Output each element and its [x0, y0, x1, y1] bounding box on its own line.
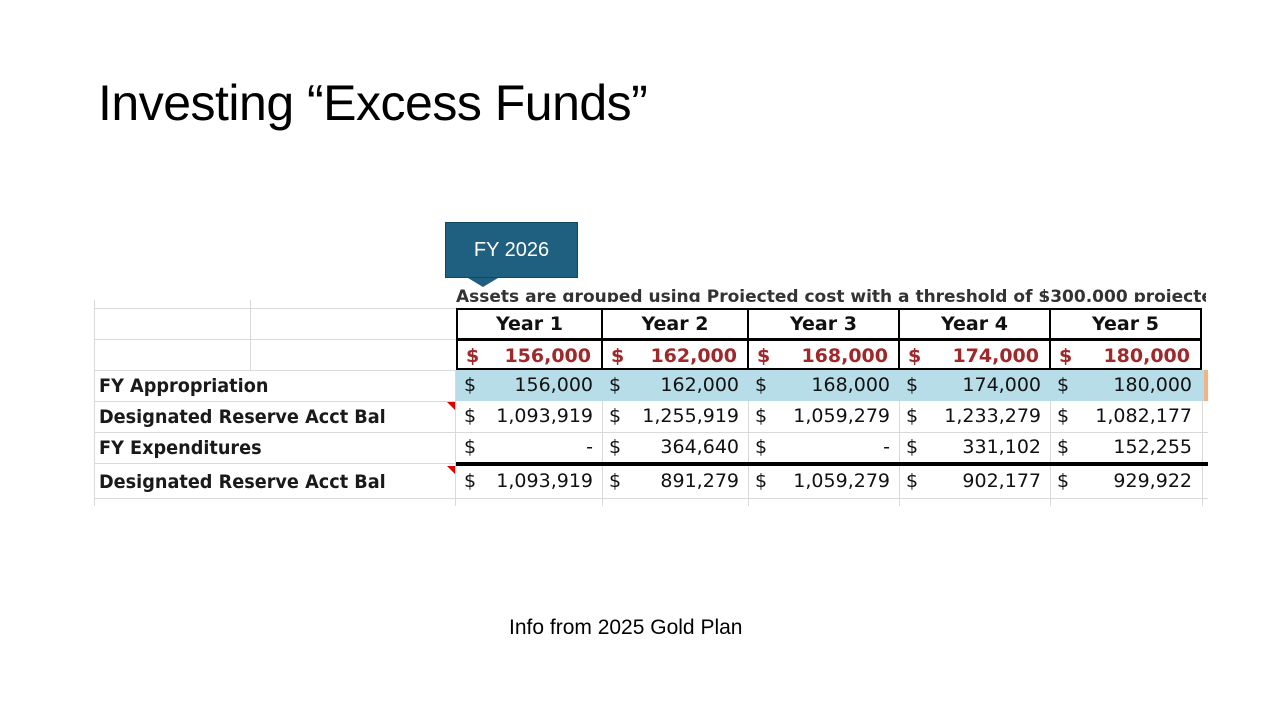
table-cell: $156,000: [464, 374, 593, 396]
table-cell: $162,000: [609, 374, 739, 396]
column-header-year-1: Year 1: [456, 308, 603, 340]
table-cell: $ -: [755, 436, 890, 458]
table-cell: $ -: [464, 436, 593, 458]
row-label-designated-reserve-1: Designated Reserve Acct Bal: [99, 406, 386, 428]
selection-edge: [1204, 370, 1208, 401]
table-cell: $168,000: [755, 374, 890, 396]
table-cell: $1,093,919: [464, 405, 593, 427]
column-header-year-2: Year 2: [601, 308, 749, 340]
table-cell: $1,233,279: [906, 405, 1041, 427]
row-label-fy-expenditures: FY Expenditures: [99, 437, 262, 459]
table-cell: $174,000: [906, 374, 1041, 396]
column-header-year-4: Year 4: [898, 308, 1051, 340]
comment-marker: [447, 402, 455, 410]
table-cell: $174,000: [898, 339, 1051, 370]
table-cell: $331,102: [906, 436, 1041, 458]
highlight-row: [456, 370, 1206, 401]
thick-border: [456, 462, 1208, 466]
table-cell: $902,177: [906, 470, 1041, 492]
table-cell: $162,000: [601, 339, 749, 370]
table-cell: $1,093,919: [464, 470, 593, 492]
table-cell: $156,000: [456, 339, 603, 370]
table-cell: $1,082,177: [1057, 405, 1192, 427]
table-cell: $364,640: [609, 436, 739, 458]
callout-pointer: [468, 278, 498, 287]
comment-marker: [447, 466, 455, 474]
table-cell: $1,255,919: [609, 405, 739, 427]
source-note: Info from 2025 Gold Plan: [509, 616, 743, 639]
cutoff-note-text: Assets are grouped using Projected cost …: [456, 289, 1206, 302]
fy-callout: FY 2026: [445, 222, 578, 278]
table-cell: $180,000: [1049, 339, 1202, 370]
cutoff-note: Assets are grouped using Projected cost …: [456, 289, 1206, 302]
column-header-year-5: Year 5: [1049, 308, 1202, 340]
row-label-designated-reserve-2: Designated Reserve Acct Bal: [99, 471, 386, 493]
table-cell: $1,059,279: [755, 470, 890, 492]
table-cell: $929,922: [1057, 470, 1192, 492]
row-label-fy-appropriation: FY Appropriation: [99, 375, 269, 397]
table-cell: $168,000: [747, 339, 900, 370]
table-cell: $1,059,279: [755, 405, 890, 427]
table-cell: $152,255: [1057, 436, 1192, 458]
table-cell: $891,279: [609, 470, 739, 492]
slide-title: Investing “Excess Funds”: [98, 75, 648, 131]
column-header-year-3: Year 3: [747, 308, 900, 340]
table-cell: $180,000: [1057, 374, 1192, 396]
